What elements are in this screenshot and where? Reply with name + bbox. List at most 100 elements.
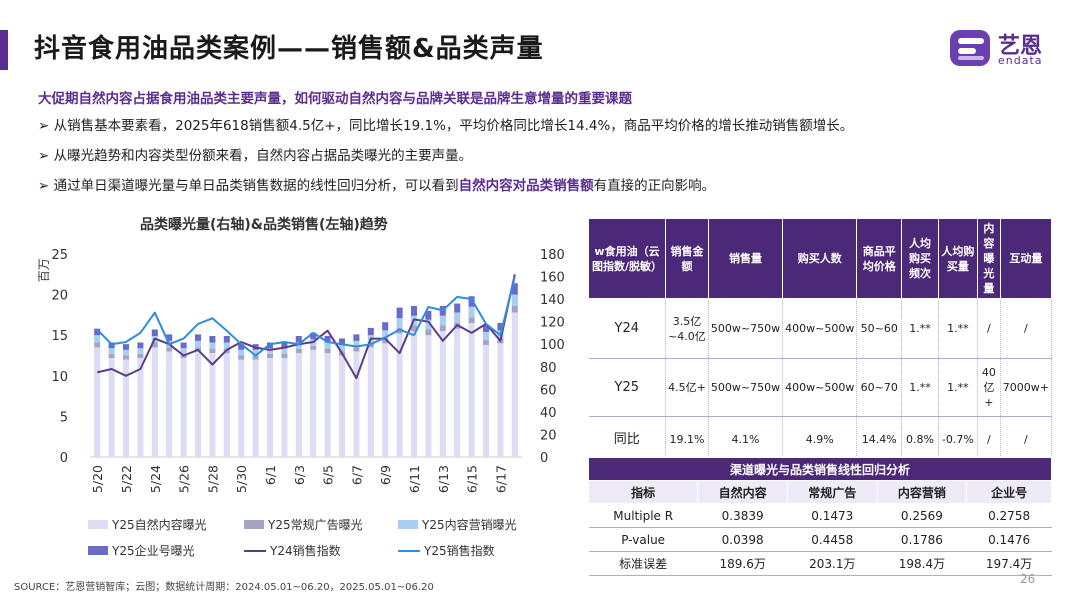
right-axis-tick: 0 [540, 451, 548, 466]
bar-natural [252, 359, 259, 457]
source-note: SOURCE：艺恩营销智库；云图；数据统计周期：2024.05.01~06.20… [14, 582, 434, 593]
table2-title-row: 渠道曝光与品类销售线性回归分析 [588, 457, 1052, 481]
bar-ads [468, 317, 475, 324]
table1-header-cell: 人均购买量 [937, 218, 978, 299]
bar-content [468, 306, 475, 318]
bullet-sales: ➢ 从销售基本要素看，2025年618销售额4.5亿+，同比增长19.1%，平均… [38, 118, 854, 134]
table2-header-cell: 常规广告 [786, 480, 878, 504]
legend-y24-sales: Y24销售指数 [244, 542, 341, 559]
table1-cell: 60~70 [856, 358, 903, 417]
bar-natural [324, 353, 331, 457]
x-axis-tick: 6/15 [465, 465, 480, 493]
table2-body: Multiple R 0.3839 0.1473 0.2569 0.2758 P-valu… [588, 503, 1052, 576]
table2-header-cell: 指标 [587, 480, 699, 504]
left-axis-tick: 20 [51, 289, 68, 304]
bar-content [252, 349, 259, 356]
line-y24-sales [96, 274, 516, 380]
table2-cell: 0.1473 [787, 503, 878, 528]
bar-enterprise [425, 310, 432, 320]
bar-content [209, 342, 216, 350]
table1-row-header: 同比 [588, 416, 666, 463]
x-axis-tick: 5/28 [205, 465, 220, 493]
table2-cell: 0.3839 [697, 503, 788, 528]
table2-row-header: Multiple R [588, 503, 698, 528]
chart-legend: Y25自然内容曝光 Y25常规广告曝光 Y25内容营销曝光 Y25企业号曝光 Y… [88, 514, 548, 564]
table1-row-header: Y25 [588, 358, 666, 417]
left-axis-tick: 15 [51, 329, 68, 344]
bullet3-pre: ➢ 通过单日渠道曝光量与单日品类销售数据的线性回归分析，可以看到 [38, 178, 459, 194]
right-axis-tick: 140 [540, 293, 565, 308]
table1-cell: 40亿+ [977, 358, 1001, 417]
bar-natural [382, 343, 389, 457]
bar-natural [295, 353, 302, 457]
table1-header-cell: 互动量 [999, 218, 1053, 299]
bar-ads [511, 305, 518, 313]
table1-cell: 50~60 [856, 298, 903, 359]
table1-body: Y24 3.5亿~4.0亿 500w~750w 400w~500w 50~60 1.** 1… [588, 298, 1053, 463]
bar-content [439, 315, 446, 326]
table1-header-cell: 内容曝光量 [976, 218, 1001, 299]
bar-ads [252, 355, 259, 360]
table2-row: Multiple R 0.3839 0.1473 0.2569 0.2758 [588, 503, 1052, 528]
table2-header-cell: 自然内容 [697, 480, 788, 504]
bar-enterprise [151, 329, 158, 337]
bar-enterprise [166, 334, 173, 341]
legend-line [244, 549, 266, 552]
bar-content [223, 342, 230, 350]
legend-swatch [398, 520, 418, 529]
table2-header-row: 指标 自然内容 常规广告 内容营销 企业号 [587, 480, 1052, 504]
title-accent-bar [0, 30, 8, 70]
legend-swatch [88, 520, 108, 529]
table1-header-cell: w食用油（云图指数/脱敏） [588, 218, 666, 299]
bar-content [454, 312, 461, 324]
bar-enterprise [108, 342, 115, 349]
logo-subtext: endata [998, 54, 1043, 67]
table1-cell: 3.5亿~4.0亿 [665, 298, 709, 359]
bar-natural [338, 355, 346, 457]
bar-ads [439, 325, 446, 332]
bar-enterprise [468, 296, 475, 307]
bar-ads [410, 325, 418, 332]
x-axis-tick: 5/30 [234, 465, 249, 493]
bar-natural [468, 323, 475, 457]
bar-ads [266, 353, 274, 358]
bar-content [353, 340, 360, 348]
bar-natural [209, 353, 216, 457]
bar-natural [425, 335, 432, 457]
bar-natural [180, 357, 187, 457]
bar-enterprise [497, 323, 504, 331]
bar-content [511, 294, 518, 306]
bar-content [482, 331, 490, 341]
bar-content [382, 330, 389, 339]
bar-content [396, 318, 403, 328]
table2-row: 标准误差 189.6万 203.1万 198.4万 197.4万 [588, 551, 1052, 576]
table2-cell: 198.4万 [877, 551, 967, 576]
table1-cell: / [977, 416, 1001, 463]
right-axis-tick: 100 [540, 338, 565, 353]
legend-swatch [88, 546, 108, 555]
bar-ads [108, 353, 115, 358]
bar-ads [295, 349, 302, 354]
bar-ads [310, 345, 317, 350]
bar-enterprise [367, 327, 374, 336]
table1-cell: 400w~500w [782, 358, 858, 417]
right-axis-tick: 120 [540, 316, 565, 331]
bar-natural [511, 312, 518, 457]
bar-natural [396, 333, 403, 457]
bar-enterprise [122, 344, 130, 350]
bar-ads [382, 338, 389, 344]
table2-header-cell: 内容营销 [876, 480, 968, 504]
table1-cell: 4.1% [708, 416, 784, 463]
x-axis-tick: 5/20 [90, 465, 105, 493]
bar-natural [151, 347, 158, 457]
bar-ads [281, 353, 288, 358]
bar-natural [223, 353, 230, 457]
bar-content [137, 348, 144, 354]
table1-row: Y24 3.5亿~4.0亿 500w~750w 400w~500w 50~60 1.** 1… [588, 298, 1053, 359]
left-axis-tick: 25 [51, 248, 68, 263]
bar-enterprise [396, 307, 403, 319]
table1-cell: / [977, 298, 1001, 359]
table1-cell: 400w~500w [782, 298, 858, 359]
chart-title: 品类曝光量(右轴)&品类销售(左轴)趋势 [140, 217, 388, 233]
page-number: 26 [1020, 572, 1036, 586]
